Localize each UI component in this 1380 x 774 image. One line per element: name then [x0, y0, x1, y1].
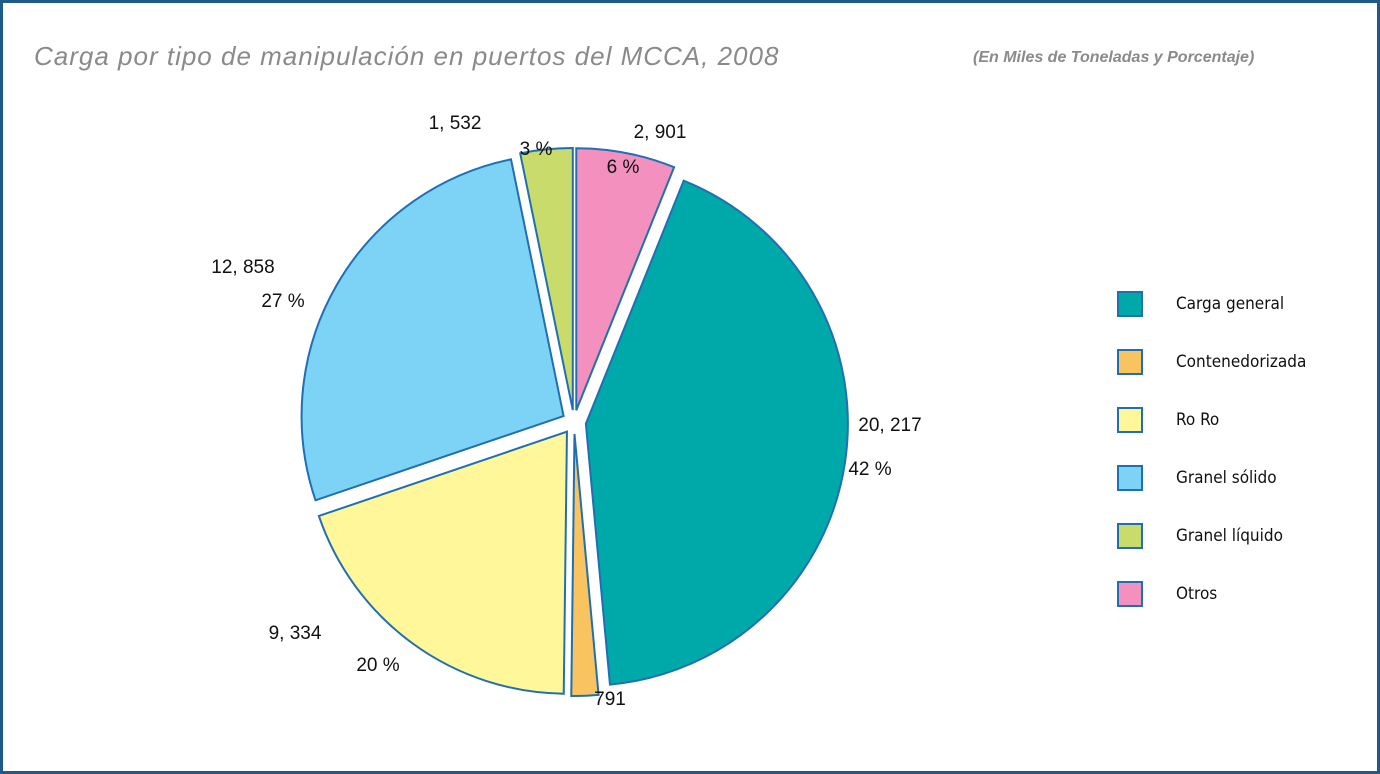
- legend-label: Contenedorizada: [1176, 352, 1306, 372]
- chart-subtitle: (En Miles de Toneladas y Porcentaje): [973, 49, 1254, 66]
- value-label: 20, 217: [858, 415, 921, 436]
- chart-title: Carga por tipo de manipulación en puerto…: [34, 41, 779, 71]
- value-label: 2, 901: [634, 122, 687, 143]
- percent-label: 6 %: [607, 157, 640, 178]
- legend-label: Otros: [1176, 584, 1217, 604]
- legend-swatch: [1117, 407, 1143, 433]
- pie-slice: [519, 147, 574, 411]
- value-label: 791: [594, 689, 626, 710]
- pie-slice: [300, 158, 565, 502]
- pie-slice: [584, 179, 849, 686]
- legend-swatch: [1117, 291, 1143, 317]
- value-label: 1, 532: [429, 113, 482, 134]
- percent-label: 20 %: [356, 655, 399, 676]
- value-label: 12, 858: [211, 257, 274, 278]
- pie-slice: [570, 433, 600, 697]
- legend-label: Granel sólido: [1176, 468, 1277, 488]
- legend-label: Ro Ro: [1176, 410, 1219, 430]
- legend-swatch: [1117, 523, 1143, 549]
- legend-swatch: [1117, 581, 1143, 607]
- percent-label: 42 %: [848, 459, 891, 480]
- value-label: 9, 334: [269, 623, 322, 644]
- percent-label: 3 %: [520, 139, 553, 160]
- legend-swatch: [1117, 465, 1143, 491]
- legend-label: Carga general: [1176, 294, 1284, 314]
- legend-label: Granel líquido: [1176, 526, 1283, 546]
- legend-swatch: [1117, 349, 1143, 375]
- percent-label: 27 %: [261, 291, 304, 312]
- pie-slice: [317, 430, 568, 695]
- pie-slice: [575, 147, 676, 411]
